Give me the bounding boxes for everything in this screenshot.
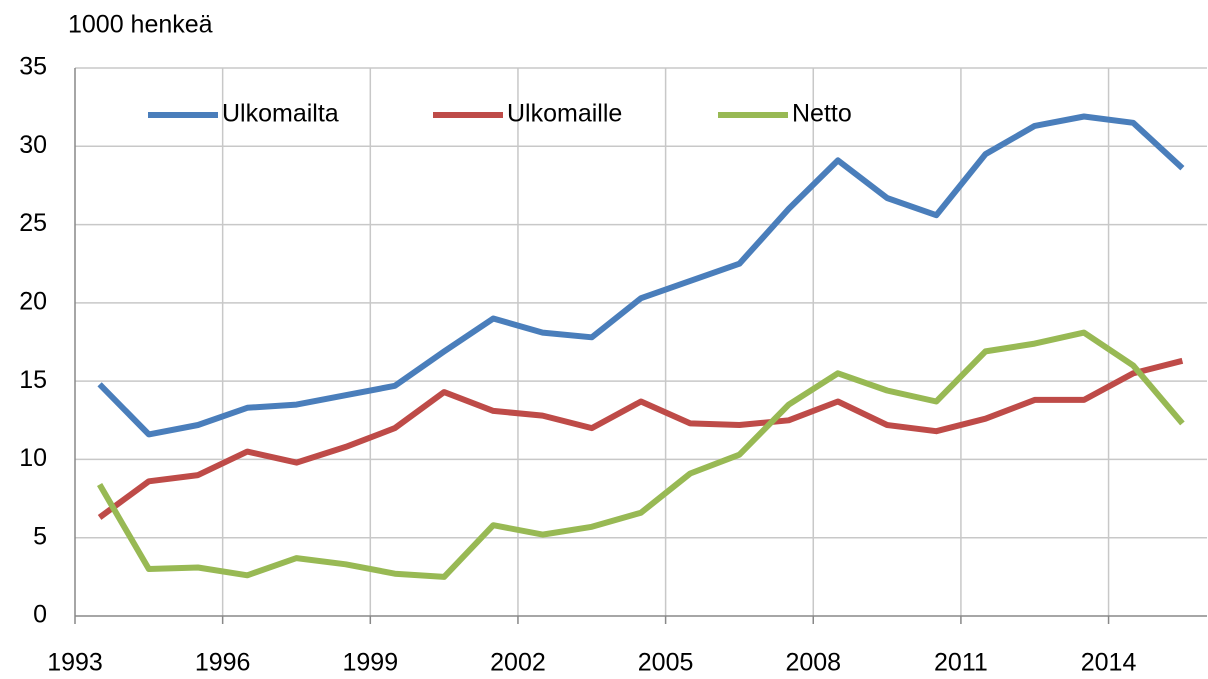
legend-label: Ulkomailta: [222, 100, 339, 128]
x-tick-label: 1993: [47, 649, 103, 677]
x-tick-label: 2005: [638, 649, 694, 677]
legend-label: Netto: [792, 100, 852, 128]
y-axis-label: 1000 henkeä: [68, 11, 213, 39]
x-tick-label: 1999: [342, 649, 398, 677]
x-tick-label: 1996: [195, 649, 251, 677]
y-tick-label: 30: [19, 131, 47, 159]
y-tick-label: 20: [19, 287, 47, 315]
y-tick-label: 0: [33, 601, 47, 629]
line-series: [97, 113, 1185, 438]
y-tick-label: 35: [19, 53, 47, 81]
x-tick-label: 2002: [490, 649, 546, 677]
legend-label: Ulkomaille: [507, 100, 622, 128]
y-tick-label: 25: [19, 209, 47, 237]
line-series: [97, 329, 1185, 580]
x-tick-label: 2014: [1081, 649, 1137, 677]
y-tick-label: 5: [33, 522, 47, 550]
x-tick-label: 2011: [934, 649, 988, 677]
y-tick-label: 10: [19, 444, 47, 472]
line-series: [97, 357, 1184, 520]
y-tick-label: 15: [19, 366, 47, 394]
x-tick-label: 2008: [785, 649, 841, 677]
